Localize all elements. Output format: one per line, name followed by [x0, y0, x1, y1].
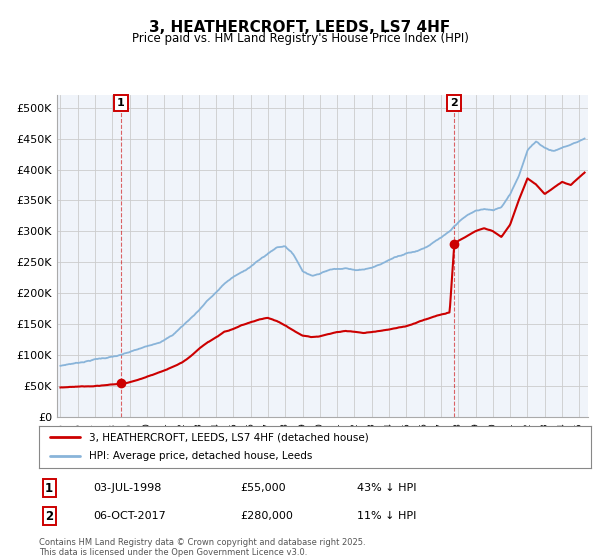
Text: 1: 1	[117, 98, 125, 108]
Text: Price paid vs. HM Land Registry's House Price Index (HPI): Price paid vs. HM Land Registry's House …	[131, 32, 469, 45]
Text: 06-OCT-2017: 06-OCT-2017	[93, 511, 166, 521]
Text: 43% ↓ HPI: 43% ↓ HPI	[357, 483, 416, 493]
Text: 3, HEATHERCROFT, LEEDS, LS7 4HF: 3, HEATHERCROFT, LEEDS, LS7 4HF	[149, 20, 451, 35]
Text: 03-JUL-1998: 03-JUL-1998	[93, 483, 161, 493]
Text: £55,000: £55,000	[240, 483, 286, 493]
Text: 1: 1	[45, 482, 53, 495]
Text: 3, HEATHERCROFT, LEEDS, LS7 4HF (detached house): 3, HEATHERCROFT, LEEDS, LS7 4HF (detache…	[89, 432, 368, 442]
Text: 2: 2	[45, 510, 53, 523]
Text: £280,000: £280,000	[240, 511, 293, 521]
Text: 11% ↓ HPI: 11% ↓ HPI	[357, 511, 416, 521]
Text: Contains HM Land Registry data © Crown copyright and database right 2025.
This d: Contains HM Land Registry data © Crown c…	[39, 538, 365, 557]
Text: HPI: Average price, detached house, Leeds: HPI: Average price, detached house, Leed…	[89, 451, 312, 461]
Text: 2: 2	[451, 98, 458, 108]
